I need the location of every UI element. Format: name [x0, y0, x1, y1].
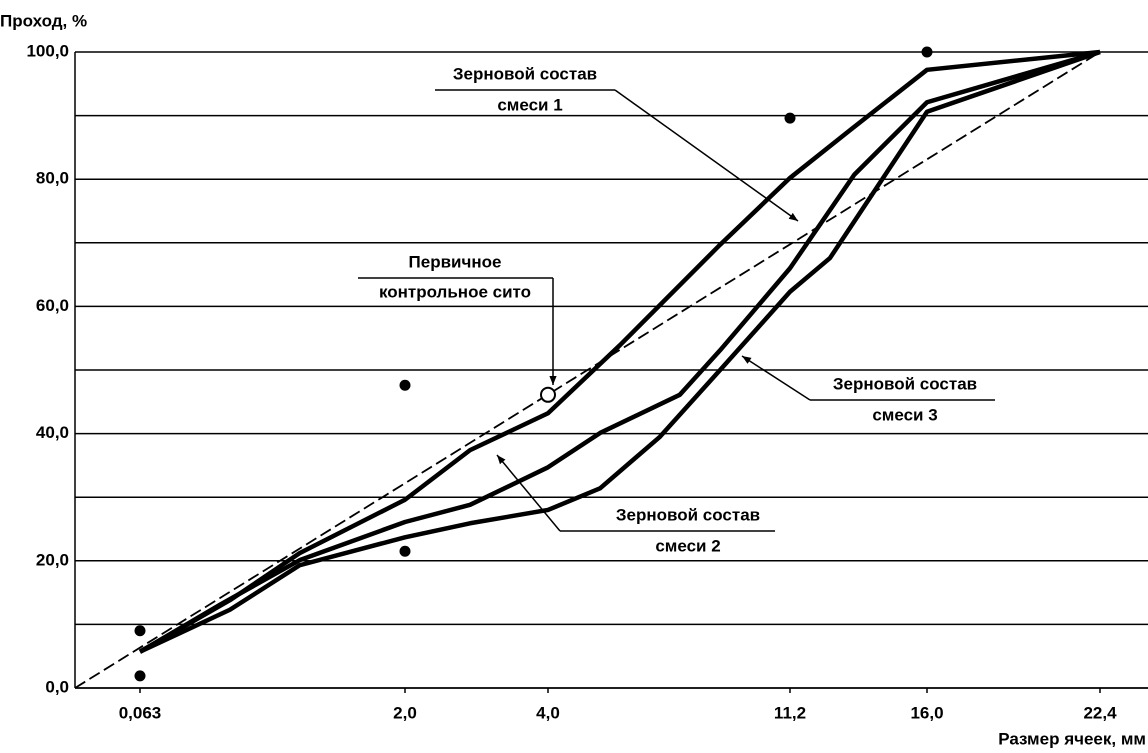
limit-point: [399, 545, 411, 557]
limit-point: [134, 625, 146, 637]
y-tick-label: 0,0: [45, 677, 69, 696]
annotation: Зерновой состав: [833, 374, 977, 393]
limit-point: [784, 112, 796, 124]
y-axis-label: Проход, %: [0, 11, 87, 30]
gradation-curve: [138, 49, 1101, 654]
x-tick-label: 16,0: [910, 703, 943, 722]
y-tick-label: 40,0: [36, 423, 69, 442]
annotation: Первичное: [409, 252, 502, 271]
gradation-curve: [139, 49, 1101, 654]
y-tick-label: 100,0: [26, 41, 69, 60]
annotation: Зерновой состав: [616, 505, 760, 524]
annotation: смеси 2: [655, 536, 720, 555]
annotation: смеси 1: [497, 95, 562, 114]
limit-point: [399, 379, 411, 391]
annotation: контрольное сито: [379, 282, 531, 301]
limit-point: [921, 46, 933, 58]
annotation-arrow: [496, 454, 561, 532]
y-tick-label: 60,0: [36, 296, 69, 315]
x-tick-label: 0,063: [119, 703, 162, 722]
control-point: [540, 386, 556, 403]
annotation: смеси 3: [872, 405, 937, 424]
x-tick-label: 22,4: [1083, 703, 1117, 722]
y-tick-label: 80,0: [36, 169, 69, 188]
x-axis-label: Размер ячеек, мм: [998, 729, 1146, 748]
limit-point: [134, 670, 146, 682]
gradation-curve: [138, 49, 1101, 654]
annotation: Зерновой состав: [453, 64, 597, 83]
reference-line: [74, 51, 1101, 689]
x-tick-label: 2,0: [393, 703, 417, 722]
annotation-arrow: [614, 89, 799, 222]
y-tick-label: 20,0: [36, 550, 69, 569]
annotation-arrow: [741, 355, 811, 401]
x-tick-label: 11,2: [774, 703, 806, 722]
x-tick-label: 4,0: [536, 703, 560, 722]
